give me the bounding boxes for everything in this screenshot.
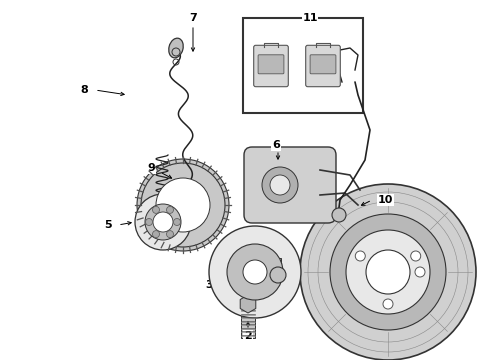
Text: 7: 7 <box>189 13 197 23</box>
Ellipse shape <box>169 38 183 58</box>
Circle shape <box>332 208 346 222</box>
Circle shape <box>227 244 283 300</box>
Circle shape <box>366 250 410 294</box>
Circle shape <box>330 214 446 330</box>
Circle shape <box>383 299 393 309</box>
Text: 11: 11 <box>302 13 318 23</box>
Circle shape <box>152 206 160 213</box>
Bar <box>241 310 255 338</box>
Circle shape <box>270 175 290 195</box>
Circle shape <box>141 163 225 247</box>
Bar <box>243 18 363 113</box>
Text: 5: 5 <box>104 220 112 230</box>
Text: 3: 3 <box>205 280 213 290</box>
Circle shape <box>270 267 286 283</box>
Circle shape <box>411 251 421 261</box>
Circle shape <box>152 231 160 238</box>
Text: 9: 9 <box>147 163 155 173</box>
Text: 6: 6 <box>272 140 280 150</box>
FancyBboxPatch shape <box>310 55 336 74</box>
Text: 2: 2 <box>244 331 252 341</box>
Circle shape <box>135 194 191 250</box>
Circle shape <box>300 184 476 360</box>
Circle shape <box>243 260 267 284</box>
Circle shape <box>156 178 210 232</box>
Circle shape <box>415 267 425 277</box>
Circle shape <box>346 230 430 314</box>
Circle shape <box>167 231 173 238</box>
FancyBboxPatch shape <box>306 45 340 87</box>
FancyBboxPatch shape <box>244 147 336 223</box>
Circle shape <box>209 226 301 318</box>
Text: 1: 1 <box>405 250 413 260</box>
FancyBboxPatch shape <box>258 55 284 74</box>
Circle shape <box>146 219 152 225</box>
Circle shape <box>355 251 365 261</box>
Text: 10: 10 <box>378 195 393 205</box>
FancyBboxPatch shape <box>254 45 288 87</box>
Circle shape <box>137 159 229 251</box>
Text: 4: 4 <box>287 265 295 275</box>
Text: 8: 8 <box>80 85 88 95</box>
Bar <box>275 258 281 272</box>
Circle shape <box>153 212 173 232</box>
Circle shape <box>173 219 180 225</box>
Circle shape <box>145 204 181 240</box>
Circle shape <box>262 167 298 203</box>
Circle shape <box>167 206 173 213</box>
